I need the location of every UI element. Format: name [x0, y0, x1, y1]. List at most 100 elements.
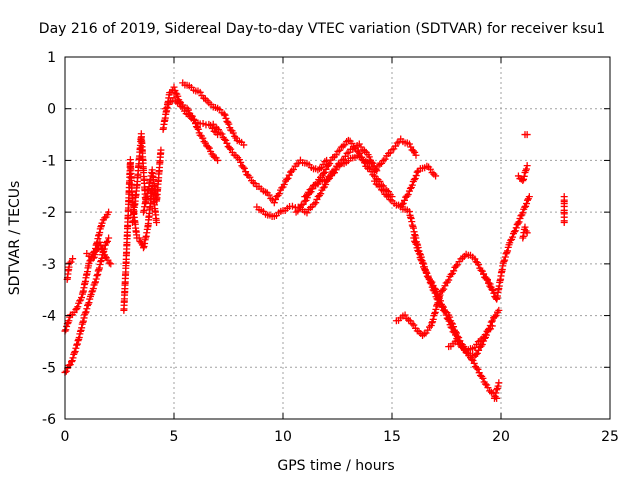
data-point	[424, 274, 432, 282]
data-point	[214, 156, 222, 164]
data-point	[135, 234, 143, 242]
data-point	[470, 359, 478, 367]
data-point	[67, 258, 75, 266]
data-point	[478, 340, 486, 348]
data-point	[483, 276, 491, 284]
data-point	[237, 158, 245, 166]
data-point	[403, 192, 411, 200]
data-point	[105, 234, 113, 242]
data-point	[62, 367, 70, 375]
data-point	[225, 144, 233, 152]
data-point	[422, 269, 430, 277]
data-point	[484, 326, 492, 334]
y-tick-label: -1	[42, 153, 56, 169]
data-point	[319, 169, 327, 177]
data-point	[89, 254, 97, 262]
x-tick-label: 25	[601, 429, 619, 445]
data-point	[482, 274, 490, 282]
data-point	[431, 308, 439, 316]
data-point	[492, 311, 500, 319]
data-point	[267, 194, 275, 202]
data-point	[339, 142, 347, 150]
data-point	[321, 168, 329, 176]
data-point	[491, 313, 499, 321]
data-point	[83, 305, 91, 313]
data-point	[404, 191, 412, 199]
data-point	[445, 276, 453, 284]
data-point	[468, 356, 476, 364]
y-tick-label: -6	[42, 412, 56, 428]
data-point	[220, 135, 228, 143]
x-tick-label: 5	[170, 429, 179, 445]
data-point	[495, 379, 503, 387]
data-point	[519, 209, 527, 217]
data-point	[438, 287, 446, 295]
data-point	[69, 255, 77, 263]
data-point	[65, 317, 73, 325]
data-point	[420, 265, 428, 273]
data-point	[430, 170, 438, 178]
data-point	[523, 131, 531, 139]
data-point	[522, 167, 530, 175]
data-point	[220, 110, 228, 118]
data-point	[428, 319, 436, 327]
data-point	[490, 289, 498, 297]
data-point	[68, 358, 76, 366]
data-point	[452, 262, 460, 270]
data-point	[153, 218, 161, 226]
data-point	[522, 165, 530, 173]
data-point	[503, 249, 511, 257]
data-point	[163, 104, 171, 112]
data-point	[419, 259, 427, 267]
data-point	[322, 165, 330, 173]
data-point	[436, 291, 444, 299]
data-point	[223, 139, 231, 147]
data-point	[280, 180, 288, 188]
data-point	[231, 132, 239, 140]
data-point	[452, 329, 460, 337]
data-point	[412, 172, 420, 180]
data-point	[431, 310, 439, 318]
data-point	[510, 228, 518, 236]
data-point	[426, 279, 434, 287]
data-point	[450, 323, 458, 331]
x-tick-label: 0	[61, 429, 70, 445]
data-point	[433, 300, 441, 308]
data-point	[354, 148, 362, 156]
data-point	[379, 187, 387, 195]
data-point	[74, 303, 82, 311]
data-point	[431, 289, 439, 297]
data-point	[239, 163, 247, 171]
y-axis-label: SDTVAR / TECUs	[7, 181, 23, 296]
data-point	[71, 348, 79, 356]
data-point	[494, 382, 502, 390]
data-point	[504, 247, 512, 255]
y-tick-label: -4	[42, 309, 56, 325]
data-point	[412, 240, 420, 248]
data-point	[495, 306, 503, 314]
data-point	[65, 259, 73, 267]
data-point	[381, 155, 389, 163]
data-point	[481, 380, 489, 388]
data-point	[521, 223, 529, 231]
y-tick-label: -2	[42, 205, 56, 221]
data-point	[428, 169, 436, 177]
data-point	[425, 275, 433, 283]
data-point	[472, 350, 480, 358]
y-tick-label: -3	[42, 257, 56, 273]
data-point	[334, 147, 342, 155]
data-point	[102, 239, 110, 247]
data-point	[374, 181, 382, 189]
data-point	[316, 165, 324, 173]
data-point	[194, 125, 202, 133]
data-point	[270, 199, 278, 207]
data-point	[410, 234, 418, 242]
data-point	[413, 168, 421, 176]
data-point	[285, 171, 293, 179]
data-point	[493, 386, 501, 394]
data-point	[525, 193, 533, 201]
data-point	[326, 159, 334, 167]
data-point	[486, 322, 494, 330]
